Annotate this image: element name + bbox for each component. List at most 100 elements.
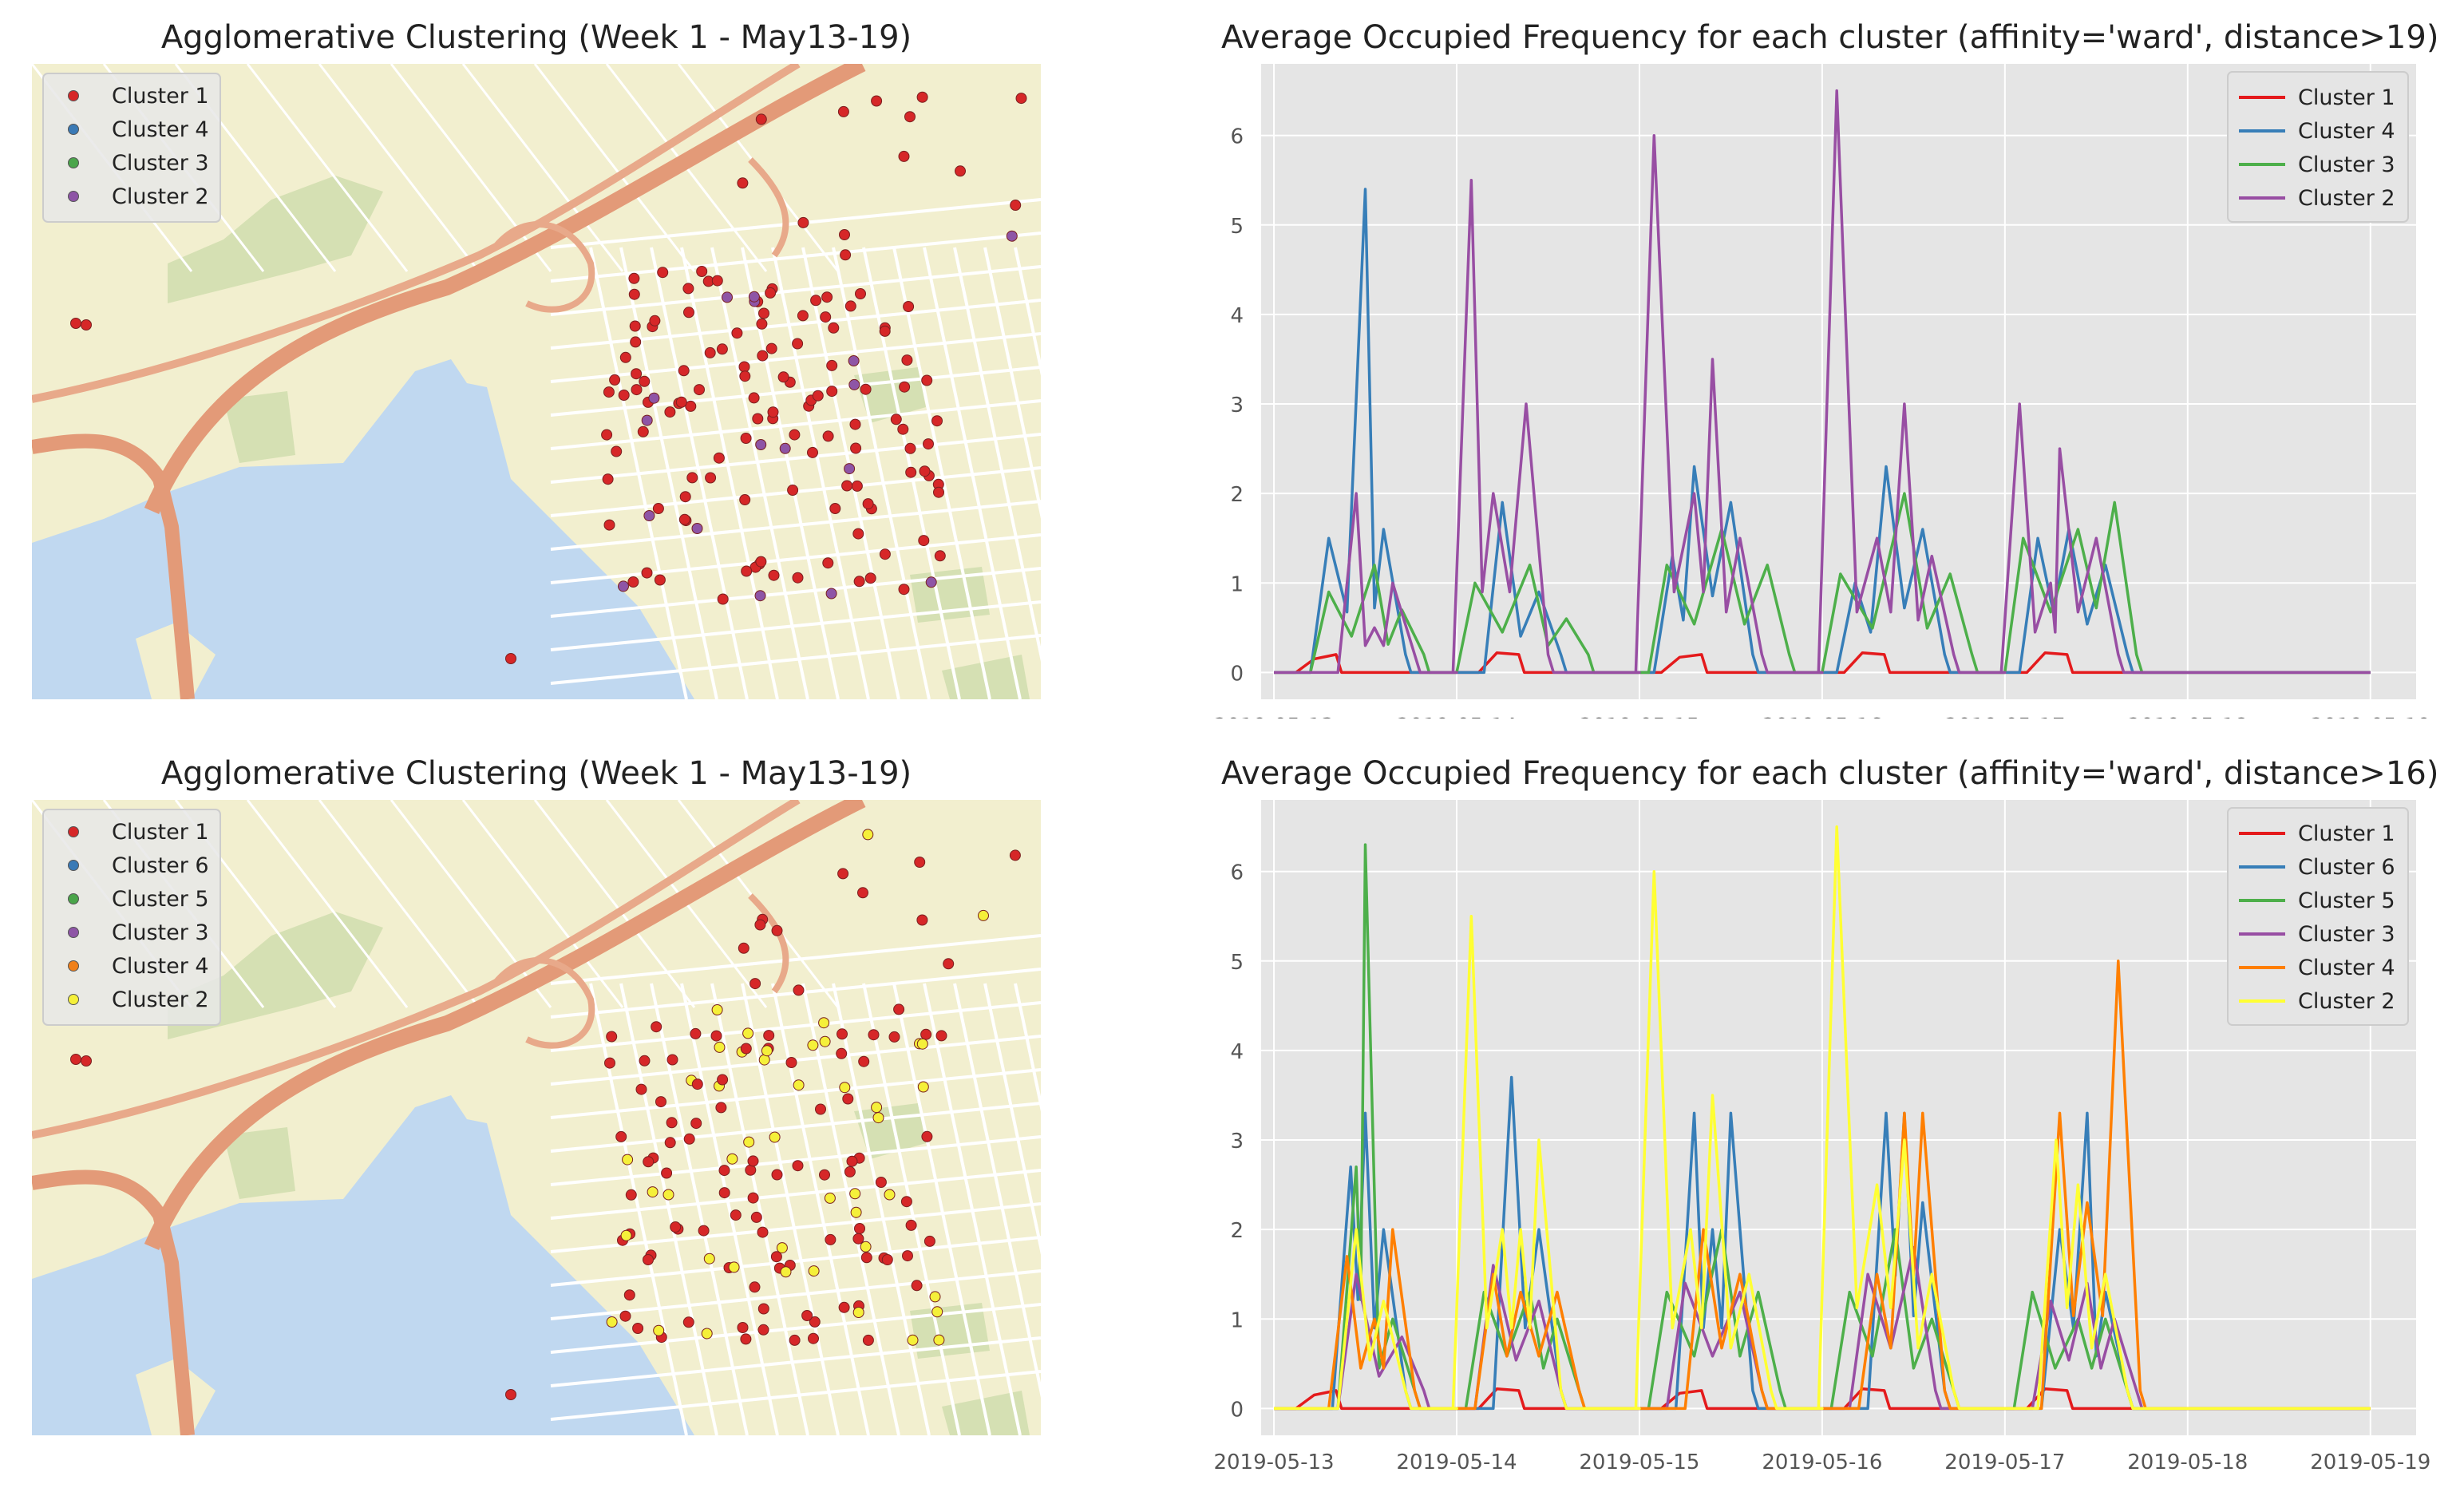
cluster-point <box>929 1291 941 1303</box>
highway-main <box>144 64 866 515</box>
map-base-top <box>32 64 1041 699</box>
street <box>1014 247 1041 376</box>
street <box>710 247 809 699</box>
cluster-point <box>718 1165 730 1177</box>
cluster-point <box>851 480 863 492</box>
line-title-top: Average Occupied Frequency for each clus… <box>1221 19 2439 56</box>
legend-label: Cluster 1 <box>2298 85 2395 110</box>
cluster-point <box>505 653 516 664</box>
cluster-point <box>757 1303 769 1315</box>
cluster-point <box>836 1047 848 1059</box>
legend-label: Cluster 3 <box>2298 922 2395 947</box>
cluster-point <box>924 1235 935 1247</box>
cluster-point <box>855 288 866 299</box>
street <box>550 1236 1041 1287</box>
cluster-point <box>848 355 860 366</box>
x-tick-label: 2019-05-19 <box>2310 714 2430 718</box>
legend-marker <box>68 157 79 168</box>
street <box>550 533 1041 584</box>
cluster-point <box>862 498 874 510</box>
cluster-point <box>619 1310 631 1322</box>
cluster-point <box>819 1035 831 1047</box>
map-canvas-bottom: Cluster 1 Cluster 6 Cluster 5 Cluster 3 Clus… <box>32 800 1041 1435</box>
street <box>862 983 961 1435</box>
street <box>550 433 1041 484</box>
cluster-point <box>828 322 840 334</box>
cluster-point <box>808 1265 820 1277</box>
cluster-point <box>670 1221 682 1233</box>
park-north <box>168 176 383 303</box>
cluster-point <box>632 1323 644 1334</box>
legend-marker <box>68 893 79 904</box>
cluster-point <box>628 288 640 300</box>
cluster-point <box>765 342 777 354</box>
street <box>550 1370 1041 1421</box>
cluster-point <box>686 472 698 484</box>
cluster-point <box>836 1028 848 1040</box>
cluster-point <box>690 1118 702 1130</box>
legend-box <box>2227 71 2409 223</box>
cluster-point <box>920 1028 932 1040</box>
cluster-point <box>618 580 629 592</box>
cluster-point <box>739 494 751 505</box>
x-tick-label: 2019-05-13 <box>1213 714 1334 718</box>
cluster-point <box>683 307 694 319</box>
map-points-top <box>70 91 1027 664</box>
cluster-point <box>838 1301 850 1313</box>
map-canvas-top: Cluster 1 Cluster 4 Cluster 3 Cluster 2 <box>32 64 1041 699</box>
cluster-point <box>601 429 613 441</box>
cluster-point <box>637 425 649 437</box>
street <box>550 198 1041 249</box>
cluster-point <box>655 1096 666 1108</box>
line-series-top <box>1274 89 2371 675</box>
cluster-point <box>839 1082 851 1094</box>
cluster-point <box>755 113 767 125</box>
series-line-cluster-2 <box>1274 825 2371 1411</box>
street <box>550 567 1041 618</box>
x-tick-label: 2019-05-16 <box>1762 1450 1882 1474</box>
cluster-point <box>916 914 928 926</box>
cluster-point <box>923 438 934 450</box>
cluster-point <box>1009 849 1021 861</box>
x-tick-label: 2019-05-14 <box>1396 1450 1517 1474</box>
line-legend-bottom: Cluster 1 Cluster 6 Cluster 5 Cluster 3 Clus… <box>2227 807 2409 1026</box>
street <box>550 1202 1041 1253</box>
street <box>953 983 1041 1399</box>
legend-label: Cluster 2 <box>112 184 209 209</box>
street <box>550 1102 1041 1153</box>
cluster-point <box>868 1029 880 1041</box>
cluster-point <box>654 574 666 586</box>
legend-marker <box>68 826 79 837</box>
water <box>32 359 694 699</box>
cluster-point <box>755 439 767 450</box>
cluster-point <box>829 503 841 514</box>
street <box>650 247 749 699</box>
y-tick-label: 2 <box>1230 483 1244 507</box>
cluster-point <box>710 1030 722 1042</box>
legend-label: Cluster 2 <box>112 987 209 1012</box>
cluster-point <box>846 1155 858 1167</box>
cluster-point <box>622 1154 634 1166</box>
legend-box <box>42 73 221 223</box>
legend-marker <box>68 90 79 101</box>
legend-label: Cluster 4 <box>2298 956 2395 980</box>
cluster-point <box>754 590 766 602</box>
map-legend-bottom: Cluster 1 Cluster 6 Cluster 5 Cluster 3 Clus… <box>42 809 221 1026</box>
cluster-point <box>807 446 818 458</box>
cluster-point <box>661 1167 673 1179</box>
cluster-point <box>931 1306 943 1318</box>
cluster-point <box>904 442 916 454</box>
cluster-point <box>747 1192 759 1204</box>
line-axes-bottom: 0 1 2 3 4 5 6 2019-05-13 2019-05-14 2019-05-15 201… <box>1213 800 2430 1474</box>
cluster-point <box>881 1254 893 1265</box>
cluster-point <box>747 1155 759 1167</box>
cluster-point <box>890 414 902 425</box>
cluster-point <box>682 283 694 295</box>
legend-label: Cluster 4 <box>112 117 209 142</box>
cluster-point <box>740 1333 752 1345</box>
street <box>550 1001 1041 1052</box>
cluster-point <box>921 374 933 386</box>
cluster-point <box>789 429 801 441</box>
legend-label: Cluster 5 <box>2298 888 2395 913</box>
cluster-point <box>757 350 769 362</box>
